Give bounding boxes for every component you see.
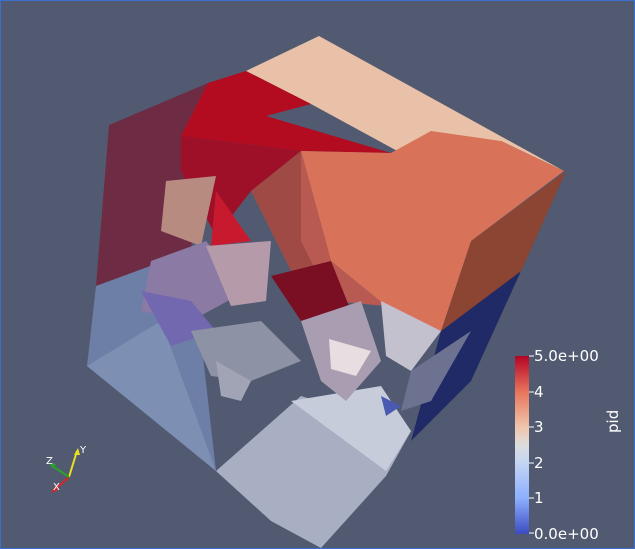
y-axis-line bbox=[68, 450, 78, 478]
y-axis-label: Y bbox=[80, 445, 87, 456]
colorbar-tick-2: 2 bbox=[534, 454, 544, 472]
interior-red-1 bbox=[181, 136, 301, 236]
top-face-salmon bbox=[301, 131, 564, 331]
colorbar-gradient bbox=[515, 356, 529, 534]
bottom-face-light bbox=[291, 386, 411, 471]
x-axis-arrow bbox=[51, 486, 58, 493]
interior-light-1 bbox=[329, 339, 371, 376]
interior-blue-1 bbox=[381, 396, 401, 416]
interior-red-2 bbox=[211, 191, 251, 246]
x-axis-label: X bbox=[53, 482, 60, 493]
interior-dark-red bbox=[271, 261, 351, 321]
right-face-brown-2 bbox=[441, 171, 566, 331]
top-face-cream bbox=[246, 36, 564, 171]
colorbar-max-label: 5.0e+00 bbox=[534, 347, 599, 365]
orientation-axes-widget bbox=[49, 448, 80, 493]
colorbar-min-label: 0.0e+00 bbox=[534, 525, 599, 543]
colorbar-tick-4: 4 bbox=[534, 383, 544, 401]
interior-gray-3 bbox=[381, 301, 441, 371]
interior-tan-1 bbox=[161, 176, 216, 246]
colorbar-tick-3: 3 bbox=[534, 418, 544, 436]
interior-slate bbox=[401, 331, 471, 411]
right-face-navy bbox=[411, 271, 521, 441]
colorbar-tick-1: 1 bbox=[534, 489, 544, 507]
interior-gray-1 bbox=[191, 321, 301, 381]
top-face-red bbox=[181, 71, 391, 153]
z-axis-arrow bbox=[49, 463, 56, 469]
colorbar-title: pid bbox=[604, 409, 622, 433]
left-face-lower-shade bbox=[87, 321, 216, 471]
interior-mauve-2 bbox=[206, 241, 271, 306]
interior-gray-4 bbox=[216, 361, 251, 401]
z-axis-label: Z bbox=[46, 456, 53, 467]
y-axis-arrow bbox=[74, 448, 80, 455]
colorbar bbox=[515, 355, 534, 534]
